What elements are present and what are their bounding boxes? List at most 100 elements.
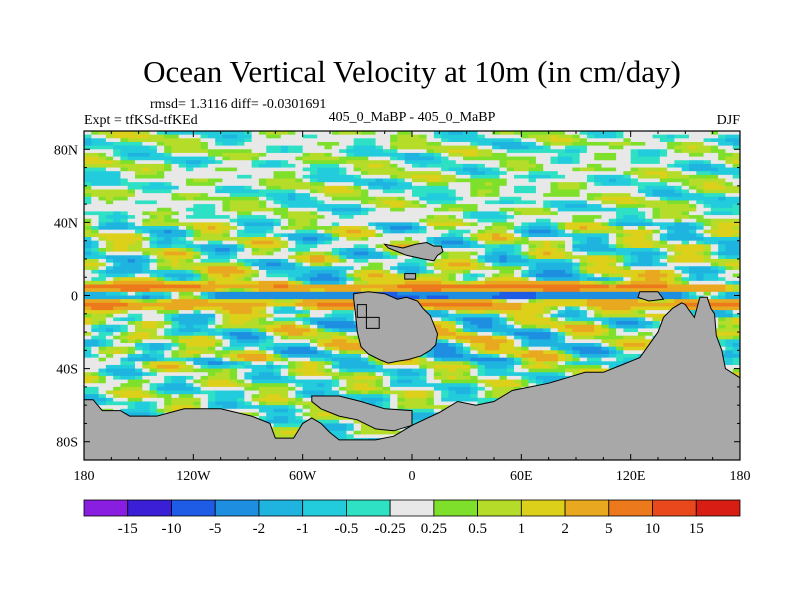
field-cell: [113, 237, 121, 242]
field-cell: [288, 171, 296, 176]
field-cell: [419, 167, 427, 172]
field-cell: [521, 207, 530, 212]
field-cell: [565, 171, 573, 176]
field-cell: [200, 332, 209, 337]
field-cell: [324, 280, 333, 285]
field-cell: [84, 247, 92, 253]
field-cell: [732, 269, 740, 274]
field-cell: [171, 291, 180, 296]
field-cell: [375, 138, 384, 143]
field-cell: [565, 178, 573, 183]
field-cell: [572, 288, 581, 293]
field-cell: [455, 196, 464, 201]
field-cell: [696, 222, 704, 227]
field-cell: [113, 328, 121, 333]
field-cell: [207, 160, 216, 165]
field-cell: [229, 237, 238, 242]
field-cell: [302, 288, 311, 293]
field-cell: [317, 313, 325, 318]
field-cell: [667, 134, 675, 139]
field-cell: [353, 167, 362, 172]
field-cell: [674, 284, 683, 289]
field-cell: [448, 269, 457, 274]
field-cell: [302, 233, 311, 238]
field-cell: [178, 134, 187, 139]
field-cell: [331, 156, 340, 161]
field-cell: [586, 299, 595, 304]
field-cell: [412, 171, 420, 176]
field-cell: [171, 229, 180, 234]
field-cell: [514, 299, 522, 304]
field-cell: [266, 145, 274, 150]
field-cell: [237, 226, 245, 231]
field-cell: [667, 302, 675, 307]
field-cell: [652, 313, 661, 318]
field-cell: [535, 152, 544, 157]
field-cell: [309, 328, 318, 333]
field-cell: [164, 280, 172, 285]
field-cell: [688, 240, 697, 245]
field-cell: [404, 291, 413, 296]
field-cell: [302, 163, 311, 168]
field-cell: [346, 313, 355, 318]
field-cell: [492, 138, 500, 143]
field-cell: [426, 171, 435, 176]
field-cell: [331, 266, 340, 271]
field-cell: [229, 229, 238, 234]
field-cell: [200, 302, 209, 307]
field-cell: [135, 291, 143, 296]
field-cell: [433, 207, 442, 212]
field-cell: [492, 310, 500, 315]
field-cell: [324, 182, 333, 187]
field-cell: [397, 152, 406, 157]
field-cell: [433, 237, 442, 242]
field-cell: [91, 226, 99, 231]
field-cell: [616, 295, 624, 300]
field-cell: [637, 152, 646, 157]
field-cell: [477, 317, 486, 322]
field-cell: [295, 218, 304, 223]
field-cell: [688, 244, 697, 249]
field-cell: [84, 218, 92, 223]
field-cell: [186, 207, 194, 212]
field-cell: [302, 299, 311, 304]
field-cell: [324, 171, 333, 176]
field-cell: [91, 167, 99, 172]
field-cell: [164, 240, 172, 245]
field-cell: [237, 145, 245, 150]
field-cell: [105, 196, 114, 201]
field-cell: [448, 163, 457, 168]
field-cell: [186, 222, 194, 227]
field-cell: [237, 284, 245, 289]
field-cell: [331, 280, 340, 285]
field-cell: [84, 332, 92, 337]
field-cell: [251, 255, 260, 260]
field-cell: [222, 262, 231, 267]
field-cell: [105, 277, 114, 282]
field-cell: [368, 229, 376, 234]
field-cell: [637, 182, 646, 187]
field-cell: [244, 141, 253, 147]
field-cell: [215, 269, 223, 274]
field-cell: [280, 273, 289, 278]
field-cell: [98, 178, 107, 183]
field-cell: [280, 174, 289, 179]
field-cell: [419, 258, 427, 263]
field-cell: [273, 171, 282, 176]
field-cell: [186, 145, 194, 150]
field-cell: [725, 240, 734, 245]
field-cell: [382, 288, 391, 293]
field-cell: [492, 262, 500, 267]
field-cell: [193, 218, 202, 223]
field-cell: [258, 156, 267, 161]
field-cell: [135, 295, 143, 300]
field-cell: [441, 215, 449, 220]
field-cell: [652, 200, 661, 205]
field-cell: [579, 288, 588, 293]
field-cell: [237, 211, 245, 216]
field-cell: [521, 291, 530, 296]
field-cell: [732, 277, 740, 282]
field-cell: [608, 167, 617, 172]
field-cell: [222, 200, 231, 205]
field-cell: [477, 295, 486, 300]
